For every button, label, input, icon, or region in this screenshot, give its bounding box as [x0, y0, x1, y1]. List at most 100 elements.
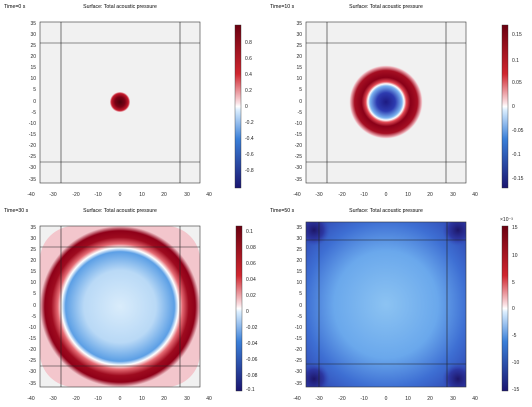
- x-tick: -40: [293, 396, 300, 402]
- plot-frame: [305, 221, 467, 388]
- y-tick: -30: [29, 165, 36, 171]
- x-tick: -40: [293, 192, 300, 198]
- y-tick: -5: [32, 110, 37, 116]
- y-tick: 35: [296, 225, 302, 231]
- plot-panel-time-0: Time=0 s Surface: Total acoustic pressur…: [0, 0, 266, 203]
- y-tick: -35: [295, 177, 302, 183]
- y-axis-ticks: 35 30 25 20 15 10 5 0 -5 -10 -15 -20 -25…: [295, 21, 302, 183]
- y-tick: -5: [32, 314, 37, 320]
- colorbar-tick: -0.02: [246, 325, 258, 331]
- colorbar: [235, 225, 243, 392]
- plot-title: Surface: Total acoustic pressure: [349, 4, 423, 10]
- x-tick: -40: [27, 396, 34, 402]
- y-tick: -20: [29, 143, 36, 149]
- corner-low: [306, 363, 330, 387]
- y-tick: 0: [33, 303, 36, 309]
- x-axis-ticks: -40 -30 -20 -10 0 10 20 30 40: [27, 396, 212, 402]
- colorbar-tick: -0.6: [245, 152, 254, 158]
- pressure-pulse: [110, 92, 130, 112]
- y-tick: -5: [298, 110, 303, 116]
- y-tick: 10: [296, 76, 302, 82]
- colorbar-tick: 10: [512, 253, 518, 259]
- y-tick: 25: [30, 247, 36, 253]
- colorbar-tick: 0.8: [245, 40, 252, 46]
- x-tick: 20: [161, 192, 167, 198]
- y-tick: 10: [296, 280, 302, 286]
- colorbar-tick: 0.05: [512, 80, 522, 86]
- x-tick: -10: [360, 192, 367, 198]
- corner-low: [442, 363, 466, 387]
- colorbar-tick: -10: [512, 360, 519, 366]
- y-tick: 0: [33, 99, 36, 105]
- x-axis-ticks: -40 -30 -20 -10 0 10 20 30 40: [27, 192, 212, 198]
- y-tick: -10: [295, 325, 302, 331]
- colorbar-tick: -0.1: [246, 387, 255, 393]
- colorbar-tick: -0.06: [246, 357, 258, 363]
- plot-svg: Time=30 s Surface: Total acoustic pressu…: [4, 208, 258, 402]
- pressure-surface: [306, 222, 466, 387]
- colorbar-tick: -5: [512, 333, 517, 339]
- y-tick: 15: [296, 269, 302, 275]
- x-tick: -40: [27, 192, 34, 198]
- colorbar-tick: 0: [512, 306, 515, 312]
- y-tick: -15: [29, 336, 36, 342]
- y-tick: 10: [30, 76, 36, 82]
- y-tick: -35: [29, 177, 36, 183]
- colorbar-ticks: 0.15 0.1 0.05 0 -0.05 -0.1 -0.15: [512, 32, 524, 182]
- colorbar-tick: -0.05: [512, 128, 524, 134]
- colorbar-tick: -0.15: [512, 176, 524, 182]
- y-tick: 25: [30, 43, 36, 49]
- colorbar: [501, 24, 509, 189]
- colorbar-tick: 0.1: [246, 229, 253, 235]
- plot-svg: Time=50 s Surface: Total acoustic pressu…: [270, 208, 519, 402]
- x-tick: -30: [49, 396, 56, 402]
- colorbar-tick: 0.08: [246, 245, 256, 251]
- x-tick: -20: [72, 396, 79, 402]
- x-tick: 10: [405, 396, 411, 402]
- colorbar-tick: 0.06: [246, 261, 256, 267]
- x-tick: 0: [385, 396, 388, 402]
- y-tick: -25: [29, 154, 36, 160]
- time-label: Time=10 s: [270, 4, 295, 10]
- y-tick: -20: [29, 347, 36, 353]
- y-tick: 5: [33, 87, 36, 93]
- x-tick: -10: [94, 192, 101, 198]
- x-tick: -20: [72, 192, 79, 198]
- y-tick: 5: [299, 87, 302, 93]
- x-tick: 40: [206, 192, 212, 198]
- x-tick: -20: [338, 396, 345, 402]
- x-tick: 30: [450, 396, 456, 402]
- y-tick: 0: [299, 303, 302, 309]
- colorbar-tick: -0.2: [245, 120, 254, 126]
- x-tick: 0: [119, 396, 122, 402]
- y-tick: 35: [30, 21, 36, 27]
- y-tick: 25: [296, 43, 302, 49]
- colorbar: [234, 24, 242, 189]
- y-tick: 0: [299, 99, 302, 105]
- corner-low: [306, 222, 330, 246]
- x-tick: 30: [184, 192, 190, 198]
- x-tick: -10: [94, 396, 101, 402]
- plot-panel-time-30: Time=30 s Surface: Total acoustic pressu…: [0, 204, 266, 407]
- x-tick: 20: [427, 192, 433, 198]
- colorbar-tick: 0.4: [245, 72, 252, 78]
- x-tick: 40: [472, 192, 478, 198]
- colorbar-tick: -0.8: [245, 168, 254, 174]
- y-tick: 5: [33, 291, 36, 297]
- x-tick: 10: [405, 192, 411, 198]
- x-tick: 20: [427, 396, 433, 402]
- y-tick: -10: [29, 121, 36, 127]
- y-tick: 20: [30, 258, 36, 264]
- time-label: Time=50 s: [270, 208, 295, 214]
- colorbar-tick: 0: [246, 309, 249, 315]
- y-tick: 15: [296, 65, 302, 71]
- y-tick: -20: [295, 347, 302, 353]
- colorbar-tick: 0.1: [512, 58, 519, 64]
- x-tick: 30: [184, 396, 190, 402]
- x-tick: 40: [206, 396, 212, 402]
- plot-frame: [39, 225, 201, 388]
- y-tick: -10: [295, 121, 302, 127]
- x-tick: 0: [385, 192, 388, 198]
- time-label: Time=30 s: [4, 208, 29, 214]
- x-tick: -10: [360, 396, 367, 402]
